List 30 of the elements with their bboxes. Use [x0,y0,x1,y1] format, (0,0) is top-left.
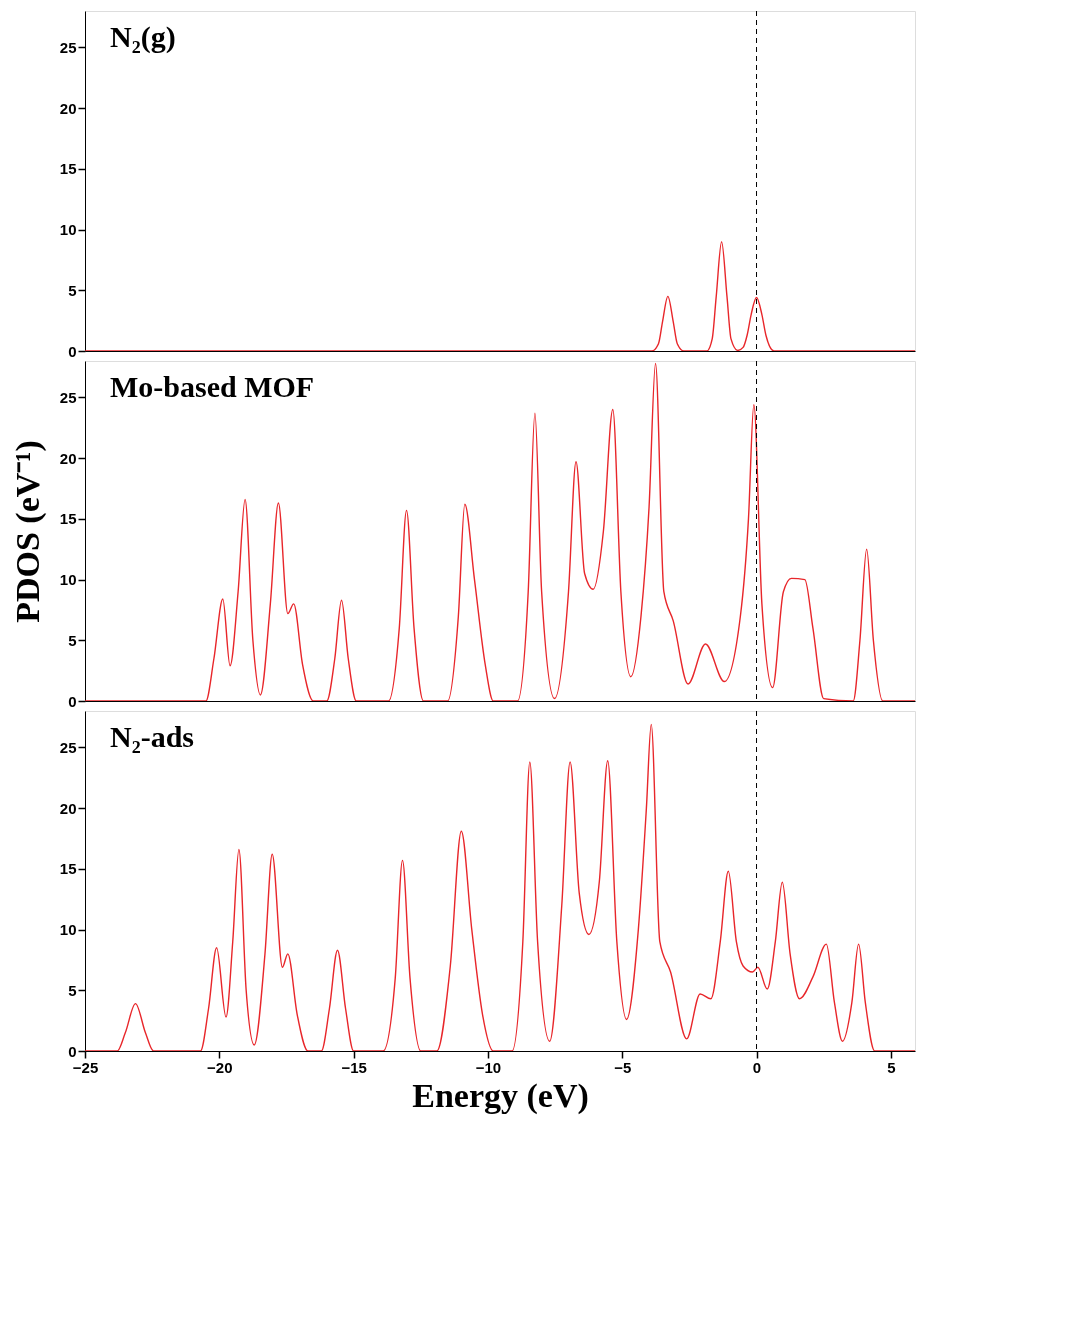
x-tick-label: −25 [72,1058,99,1076]
y-tick-label: 5 [68,281,77,299]
y-tick-label: 15 [59,160,77,178]
annotation: N₂-ads [110,720,195,753]
x-tick-label: −15 [341,1058,367,1076]
x-tick-label: −20 [207,1058,233,1076]
x-tick-label: −10 [475,1058,502,1076]
y-tick-label: 15 [59,860,77,878]
y-tick-label: 25 [59,38,77,56]
y-tick-label: 0 [68,342,77,360]
annotation: N₂(g) [110,20,176,54]
y-tick-label: 0 [68,692,77,710]
x-tick-label: −5 [614,1058,632,1076]
y-tick-label: 10 [59,921,77,939]
y-tick-label: 20 [59,99,77,117]
y-axis-title: PDOS (eV⁻¹) [8,440,47,623]
x-tick-label: 5 [887,1058,896,1076]
y-tick-label: 5 [68,981,77,999]
x-axis-title: Energy (eV) [412,1076,589,1115]
y-tick-label: 20 [59,449,77,467]
y-tick-label: 0 [68,1042,77,1060]
y-tick-label: 20 [59,799,77,817]
y-tick-label: 25 [59,388,77,406]
x-tick-label: 0 [752,1058,762,1076]
y-tick-label: 25 [59,738,77,756]
annotation: Mo-based MOF [110,370,315,403]
y-tick-label: 10 [59,221,77,239]
y-tick-label: 15 [59,510,77,528]
y-tick-label: 5 [68,631,77,649]
y-tick-label: 10 [59,571,77,589]
